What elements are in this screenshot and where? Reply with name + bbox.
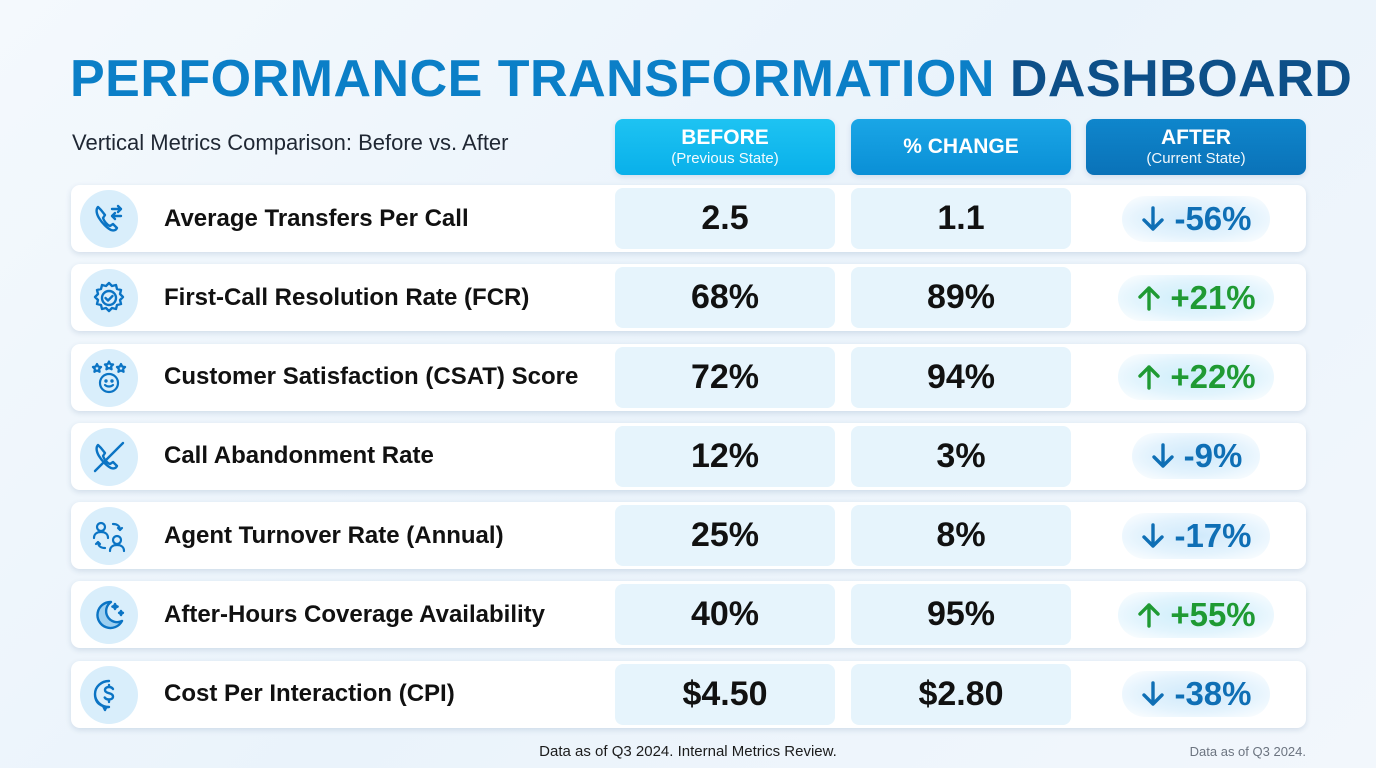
column-header-before-label: BEFORE xyxy=(681,126,769,149)
after-cell: -38% xyxy=(1086,664,1306,725)
arrow-down-icon xyxy=(1140,205,1166,233)
smiley-stars-icon xyxy=(80,348,138,407)
metric-row: Call Abandonment Rate 12% 3% -9% xyxy=(71,422,1306,490)
title-part-2: DASHBOARD xyxy=(1009,50,1353,108)
before-value: 68% xyxy=(615,267,835,329)
change-value: 8% xyxy=(851,505,1071,567)
change-value: 1.1 xyxy=(851,188,1071,249)
moon-stars-icon xyxy=(80,586,138,645)
column-header-after-label: AFTER xyxy=(1161,126,1231,149)
after-value: +22% xyxy=(1170,358,1256,396)
before-value: 72% xyxy=(615,346,835,408)
after-badge: +55% xyxy=(1118,591,1274,638)
metric-label: Average Transfers Per Call xyxy=(164,204,469,232)
column-header-before-sub: (Previous State) xyxy=(671,150,779,167)
change-value: 95% xyxy=(851,584,1071,646)
metric-label: First-Call Resolution Rate (FCR) xyxy=(164,283,530,311)
after-cell: +22% xyxy=(1086,347,1306,408)
column-header-change-label: % CHANGE xyxy=(903,135,1019,158)
arrow-up-icon xyxy=(1136,284,1162,312)
after-value: -38% xyxy=(1174,675,1252,713)
phone-slash-icon xyxy=(80,427,138,486)
after-value: -17% xyxy=(1174,516,1252,554)
footer-note: Data as of Q3 2024. Internal Metrics Rev… xyxy=(539,743,837,760)
after-cell: -9% xyxy=(1086,426,1306,487)
after-cell: +21% xyxy=(1086,267,1306,328)
after-cell: +55% xyxy=(1086,584,1306,645)
gear-check-icon xyxy=(80,269,138,328)
metric-row: Agent Turnover Rate (Annual) 25% 8% -17% xyxy=(71,502,1306,570)
after-badge: +21% xyxy=(1118,274,1274,321)
after-value: -9% xyxy=(1183,437,1243,475)
after-badge: -38% xyxy=(1122,671,1270,718)
before-value: 2.5 xyxy=(615,188,835,249)
change-value: 3% xyxy=(851,425,1071,487)
metric-label: Agent Turnover Rate (Annual) xyxy=(164,521,504,549)
arrow-down-icon xyxy=(1140,522,1166,550)
after-value: +21% xyxy=(1170,278,1256,316)
before-value: 40% xyxy=(615,584,835,646)
arrow-up-icon xyxy=(1136,601,1162,629)
change-value: 94% xyxy=(851,346,1071,408)
metric-row: Average Transfers Per Call 2.5 1.1 -56% xyxy=(71,185,1306,252)
before-value: 25% xyxy=(615,505,835,567)
change-value: $2.80 xyxy=(851,663,1071,725)
change-value: 89% xyxy=(851,267,1071,329)
before-value: 12% xyxy=(615,425,835,487)
arrow-down-icon xyxy=(1150,442,1176,470)
footer-note-right: Data as of Q3 2024. xyxy=(1189,744,1306,759)
before-value: $4.50 xyxy=(615,663,835,725)
metric-label: Call Abandonment Rate xyxy=(164,442,434,470)
after-badge: -17% xyxy=(1122,512,1270,559)
column-header-change: % CHANGE xyxy=(851,119,1071,175)
metrics-table: Average Transfers Per Call 2.5 1.1 -56% Firs… xyxy=(71,185,1306,740)
metric-row: First-Call Resolution Rate (FCR) 68% 89% +2… xyxy=(71,264,1306,332)
column-header-before: BEFORE (Previous State) xyxy=(615,119,835,175)
arrow-up-icon xyxy=(1136,363,1162,391)
after-badge: -56% xyxy=(1122,195,1270,242)
metric-label: Cost Per Interaction (CPI) xyxy=(164,680,455,708)
metric-row: After-Hours Coverage Availability 40% 95% +… xyxy=(71,581,1306,649)
people-swap-icon xyxy=(80,507,138,566)
after-cell: -17% xyxy=(1086,505,1306,566)
page-title: PERFORMANCE TRANSFORMATION DASHBOARD xyxy=(70,48,1352,110)
after-badge: -9% xyxy=(1131,433,1261,480)
metric-label: Customer Satisfaction (CSAT) Score xyxy=(164,363,579,391)
metric-label: After-Hours Coverage Availability xyxy=(164,600,545,628)
after-value: -56% xyxy=(1174,199,1252,237)
phone-transfer-icon xyxy=(80,190,138,248)
after-value: +55% xyxy=(1170,595,1256,633)
title-part-1: PERFORMANCE TRANSFORMATION xyxy=(70,50,995,108)
after-cell: -56% xyxy=(1086,188,1306,249)
metric-row: Customer Satisfaction (CSAT) Score 72% 94%… xyxy=(71,343,1306,411)
after-badge: +22% xyxy=(1118,354,1274,401)
column-header-after-sub: (Current State) xyxy=(1146,150,1246,167)
subtitle: Vertical Metrics Comparison: Before vs. … xyxy=(72,130,509,155)
arrow-down-icon xyxy=(1140,680,1166,708)
dollar-chat-icon xyxy=(80,665,138,724)
column-header-after: AFTER (Current State) xyxy=(1086,119,1306,175)
metric-row: Cost Per Interaction (CPI) $4.50 $2.80 -38% xyxy=(71,660,1306,728)
